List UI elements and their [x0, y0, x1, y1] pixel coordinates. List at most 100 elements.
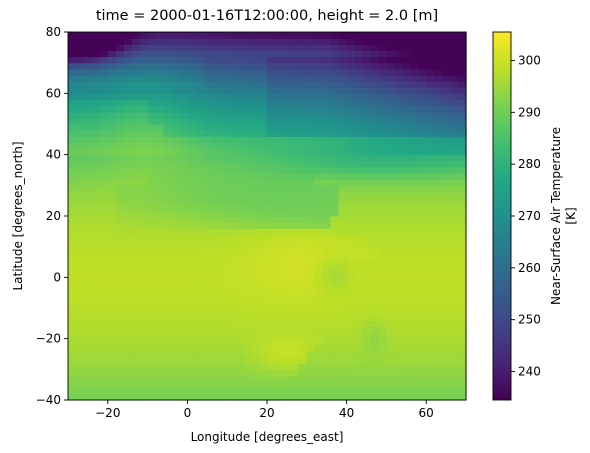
heatmap-cell — [290, 93, 300, 101]
heatmap-cell — [179, 234, 188, 242]
heatmap-cell — [68, 142, 77, 150]
heatmap-cell — [314, 93, 324, 101]
heatmap-cell — [330, 185, 340, 193]
heatmap-cell — [235, 222, 244, 229]
heatmap-cell — [99, 369, 109, 377]
heatmap-cell — [402, 258, 411, 266]
heatmap-cell — [171, 62, 181, 70]
heatmap-cell — [75, 105, 85, 113]
heatmap-cell — [99, 246, 109, 254]
heatmap-cell — [243, 136, 252, 143]
heatmap-cell — [458, 357, 467, 364]
heatmap-cell — [227, 289, 236, 297]
heatmap-cell — [83, 99, 93, 107]
heatmap-cell — [450, 191, 459, 199]
heatmap-cell — [290, 357, 300, 364]
heatmap-cell — [274, 228, 284, 235]
heatmap-cell — [83, 216, 93, 223]
heatmap-cell — [386, 87, 395, 94]
heatmap-cell — [155, 369, 165, 377]
heatmap-cell — [274, 381, 284, 389]
heatmap-cell — [219, 240, 228, 248]
heatmap-cell — [306, 258, 316, 266]
heatmap-cell — [354, 203, 364, 211]
heatmap-cell — [314, 332, 324, 340]
colorbar-tick-label: 280 — [518, 157, 541, 171]
heatmap-cell — [298, 234, 308, 242]
heatmap-cell — [99, 179, 109, 186]
heatmap-cell — [282, 283, 292, 291]
heatmap-cell — [362, 295, 372, 303]
heatmap-cell — [171, 38, 181, 45]
heatmap-cell — [274, 308, 284, 315]
heatmap-cell — [450, 332, 459, 340]
heatmap-cell — [450, 197, 459, 205]
heatmap-cell — [187, 99, 196, 107]
heatmap-cell — [259, 130, 268, 137]
heatmap-cell — [314, 234, 324, 242]
heatmap-cell — [410, 381, 419, 389]
heatmap-cell — [370, 320, 380, 327]
heatmap-cell — [378, 326, 387, 334]
heatmap-cell — [131, 295, 141, 303]
heatmap-cell — [75, 56, 85, 64]
heatmap-cell — [211, 74, 220, 82]
heatmap-cell — [338, 258, 348, 266]
heatmap-cell — [386, 124, 395, 131]
heatmap-cell — [155, 283, 165, 291]
heatmap-cell — [410, 369, 419, 377]
heatmap-cell — [330, 216, 340, 223]
heatmap-cell — [426, 142, 435, 150]
heatmap-cell — [259, 87, 268, 94]
heatmap-cell — [68, 246, 77, 254]
heatmap-cell — [107, 185, 117, 193]
heatmap-cell — [107, 124, 117, 131]
heatmap-cell — [115, 271, 125, 278]
heatmap-cell — [115, 136, 125, 143]
heatmap-cell — [259, 185, 268, 193]
heatmap-cell — [211, 117, 220, 125]
heatmap-cell — [115, 234, 125, 242]
heatmap-cell — [410, 258, 419, 266]
heatmap-cell — [155, 117, 165, 125]
heatmap-cell — [83, 56, 93, 64]
heatmap-cell — [338, 87, 348, 94]
heatmap-cell — [131, 191, 141, 199]
heatmap-cell — [179, 228, 188, 235]
heatmap-cell — [386, 375, 395, 383]
heatmap-cell — [235, 32, 244, 39]
heatmap-cell — [306, 289, 316, 297]
heatmap-cell — [458, 228, 467, 235]
heatmap-cell — [322, 320, 332, 327]
heatmap-cell — [290, 216, 300, 223]
heatmap-cell — [219, 68, 228, 76]
heatmap-cell — [179, 252, 188, 260]
heatmap-cell — [274, 87, 284, 94]
heatmap-cell — [338, 62, 348, 70]
heatmap-cell — [362, 166, 372, 174]
heatmap-cell — [227, 74, 236, 82]
heatmap-cell — [458, 320, 467, 327]
heatmap-cell — [131, 117, 141, 125]
heatmap-cell — [211, 38, 220, 45]
heatmap-cell — [370, 191, 380, 199]
heatmap-cell — [227, 111, 236, 119]
heatmap-cell — [267, 166, 276, 174]
heatmap-cell — [155, 136, 165, 143]
heatmap-cell — [139, 179, 149, 186]
heatmap-cell — [123, 154, 133, 162]
heatmap-cell — [171, 265, 181, 272]
heatmap-cell — [314, 216, 324, 223]
heatmap-cell — [235, 173, 244, 180]
heatmap-cell — [99, 344, 109, 352]
heatmap-cell — [282, 393, 292, 401]
heatmap-cell — [107, 117, 117, 125]
heatmap-cell — [227, 258, 236, 266]
heatmap-cell — [346, 375, 356, 383]
heatmap-cell — [346, 160, 356, 168]
heatmap-cell — [298, 160, 308, 168]
heatmap-cell — [434, 93, 443, 101]
heatmap-cell — [322, 154, 332, 162]
heatmap-cell — [163, 265, 173, 272]
heatmap-cell — [362, 160, 372, 168]
